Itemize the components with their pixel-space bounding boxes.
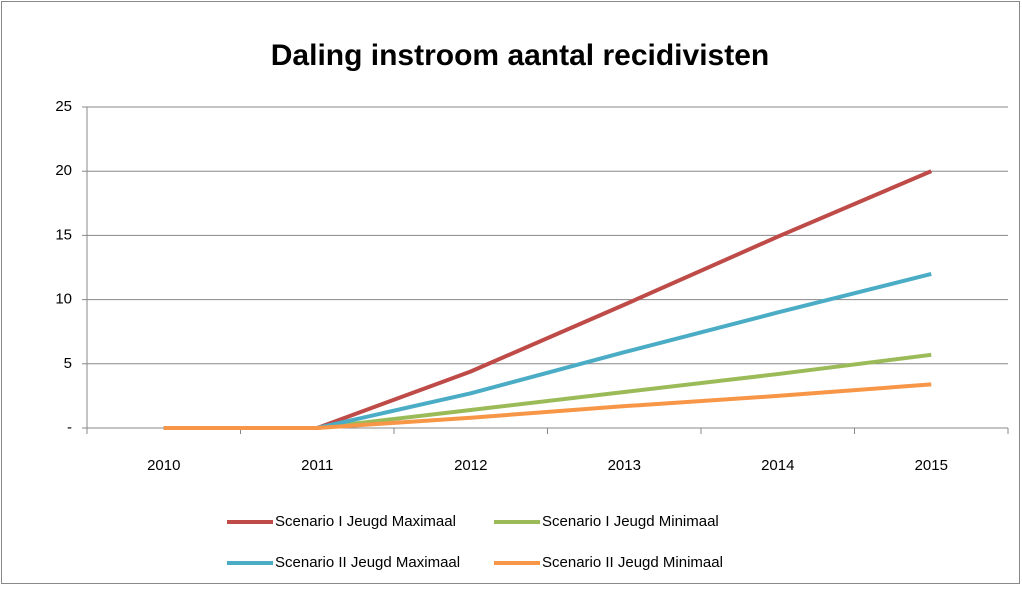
- x-tick-label: 2012: [454, 457, 487, 474]
- y-tick-label: 20: [55, 162, 72, 179]
- y-tick-label: 10: [55, 291, 72, 308]
- series-line: [163, 382, 932, 430]
- legend-label: Scenario I Jeugd Minimaal: [542, 513, 719, 530]
- y-tick-label: -: [67, 419, 72, 436]
- y-tick-label: 15: [55, 226, 72, 243]
- legend-label: Scenario I Jeugd Maximaal: [275, 513, 456, 530]
- y-tick-label: 5: [64, 355, 72, 372]
- legend-label: Scenario II Jeugd Minimaal: [542, 554, 723, 571]
- legend-label: Scenario II Jeugd Maximaal: [275, 554, 460, 571]
- x-tick-label: 2013: [608, 457, 641, 474]
- chart-title: Daling instroom aantal recidivisten: [271, 39, 769, 72]
- y-tick-label: 25: [55, 98, 72, 115]
- x-tick-label: 2014: [761, 457, 794, 474]
- x-tick-label: 2015: [915, 457, 948, 474]
- x-tick-label: 2011: [301, 457, 333, 474]
- x-tick-label: 2010: [147, 457, 180, 474]
